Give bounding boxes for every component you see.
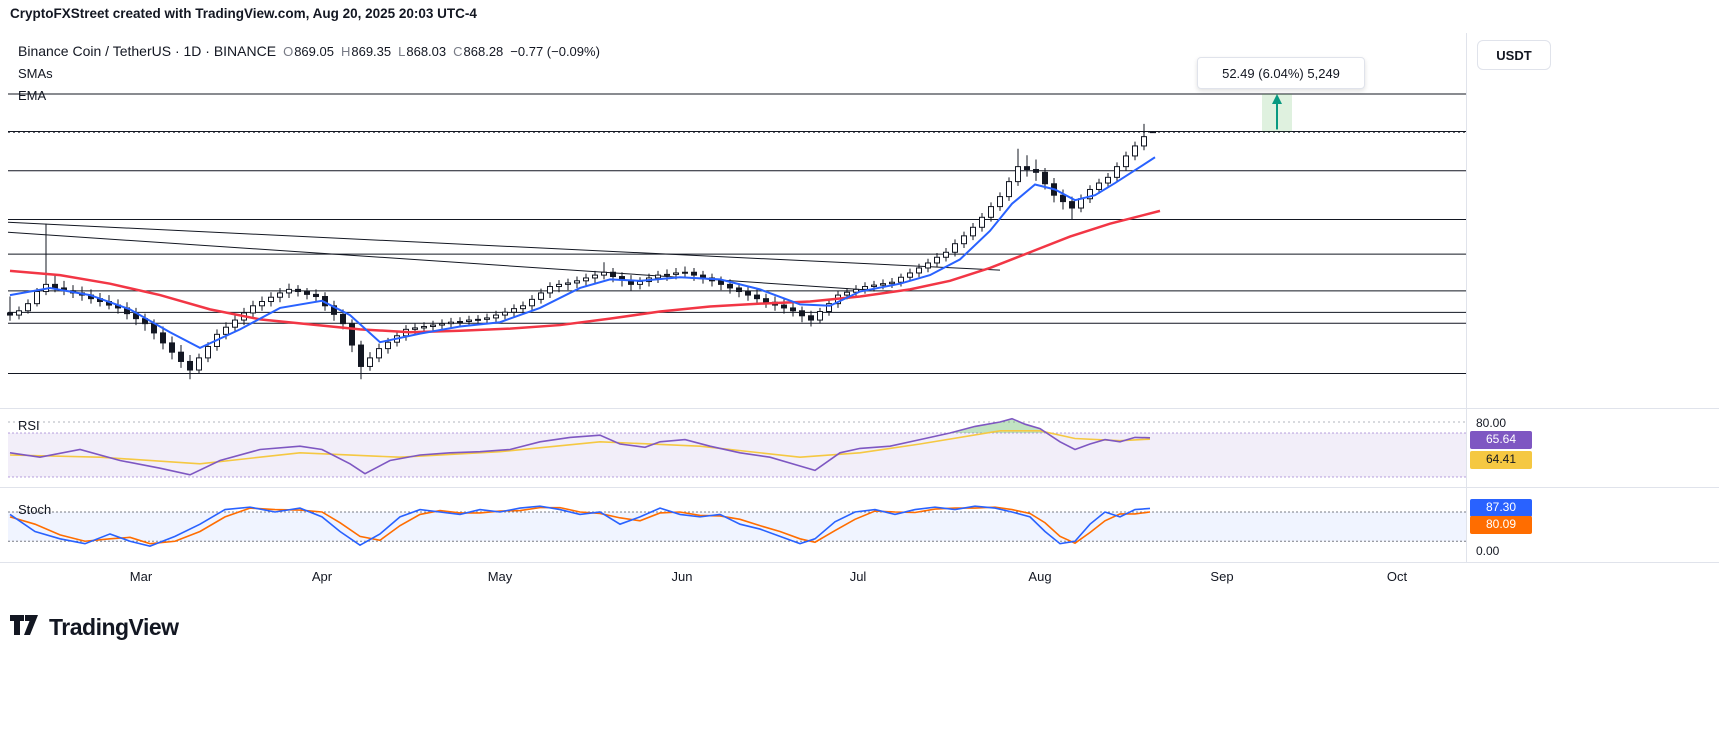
ohlc-open: O869.05 xyxy=(283,43,334,59)
high-value: 869.35 xyxy=(351,44,392,59)
time-axis-label: Jun xyxy=(671,569,693,584)
pane-separator[interactable] xyxy=(0,487,1719,488)
attribution-text: CryptoFXStreet created with TradingView.… xyxy=(10,6,477,21)
time-axis[interactable]: Mar Apr May Jun Jul Aug Sep Oct xyxy=(0,562,1466,592)
time-axis-label: Mar xyxy=(129,569,153,584)
sma-line-group xyxy=(9,209,1161,334)
close-value: 868.28 xyxy=(463,44,504,59)
stoch-d-line xyxy=(9,506,1151,545)
open-value: 869.05 xyxy=(294,44,334,59)
ema-line xyxy=(9,156,1156,350)
rsi-plot xyxy=(8,417,1466,478)
stoch-scale-bottom-label: 0.00 xyxy=(1476,544,1500,558)
stoch-k-line xyxy=(9,505,1151,547)
rsi-line xyxy=(9,417,1151,476)
ohlc-high: H869.35 xyxy=(341,43,391,59)
change-value: −0.77 (−0.09%) xyxy=(510,44,600,59)
open-label: O xyxy=(283,44,294,59)
currency-button[interactable]: USDT xyxy=(1477,40,1551,70)
time-axis-label: Aug xyxy=(1028,569,1052,584)
rsi-scale-top-label: 80.00 xyxy=(1476,416,1507,430)
tradingview-logo-icon xyxy=(10,614,38,635)
ohlc-low: L868.03 xyxy=(398,43,446,59)
rsi-ma-line xyxy=(9,429,1151,465)
low-value: 868.03 xyxy=(406,44,447,59)
high-label: H xyxy=(340,44,351,59)
tradingview-logo[interactable]: TradingView xyxy=(10,614,179,641)
rsi-ma-value-badge: 64.41 xyxy=(1470,451,1532,469)
pane-separator[interactable] xyxy=(0,408,1719,409)
close-label: C xyxy=(453,44,463,59)
tradingview-logo-text: TradingView xyxy=(49,614,179,640)
indicator-legend-smas[interactable]: SMAs xyxy=(18,66,53,81)
measure-arrow[interactable] xyxy=(1262,93,1292,132)
time-axis-label: Oct xyxy=(1386,569,1408,584)
stoch-k-value-badge: 87.30 xyxy=(1470,499,1532,517)
stoch-d-value-badge: 80.09 xyxy=(1470,516,1532,534)
indicator-legend-ema[interactable]: EMA xyxy=(18,88,47,103)
trendlines xyxy=(7,221,1001,291)
time-axis-label: May xyxy=(487,569,513,584)
stoch-plot xyxy=(8,505,1466,547)
measure-tool-label[interactable]: 52.49 (6.04%) 5,249 xyxy=(1197,57,1365,89)
time-axis-label: Apr xyxy=(311,569,333,584)
symbol-legend[interactable]: Binance Coin / TetherUS · 1D · BINANCE O… xyxy=(18,43,600,59)
low-label: L xyxy=(398,44,406,59)
symbol-title[interactable]: Binance Coin / TetherUS · 1D · BINANCE xyxy=(18,43,277,59)
time-axis-separator xyxy=(0,562,1719,563)
ohlc-close: C868.28 xyxy=(453,43,503,59)
candles xyxy=(7,123,1156,380)
price-scale-separator xyxy=(1466,33,1467,562)
ema-line-group xyxy=(9,156,1156,350)
price-scale[interactable]: 921.81869.32868.2823:56:54833.12814.2674… xyxy=(1466,33,1719,562)
stoch-pane-label[interactable]: Stoch xyxy=(18,502,52,517)
rsi-value-badge: 65.64 xyxy=(1470,431,1532,449)
sma-line xyxy=(9,209,1161,334)
rsi-pane-label[interactable]: RSI xyxy=(18,418,40,433)
time-axis-label: Sep xyxy=(1210,569,1234,584)
time-axis-label: Jul xyxy=(849,569,867,584)
